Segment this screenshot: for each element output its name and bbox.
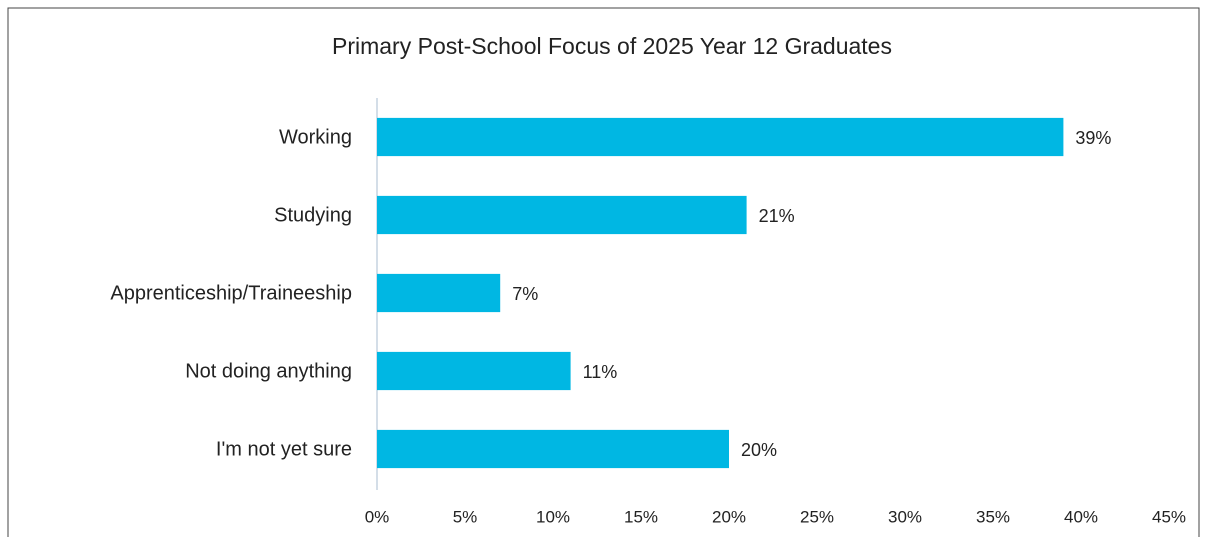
x-tick-label: 10% bbox=[536, 507, 570, 526]
x-tick-label: 35% bbox=[976, 507, 1010, 526]
chart-title: Primary Post-School Focus of 2025 Year 1… bbox=[332, 33, 892, 59]
x-tick-label: 15% bbox=[624, 507, 658, 526]
x-tick-label: 5% bbox=[453, 507, 478, 526]
value-label: 21% bbox=[759, 206, 795, 226]
y-tick-label: I'm not yet sure bbox=[216, 438, 352, 460]
y-tick-label: Apprenticeship/Traineeship bbox=[110, 282, 352, 304]
x-tick-label: 40% bbox=[1064, 507, 1098, 526]
x-tick-label: 20% bbox=[712, 507, 746, 526]
x-tick-label: 25% bbox=[800, 507, 834, 526]
value-label: 7% bbox=[512, 284, 538, 304]
bar bbox=[377, 273, 501, 313]
x-tick-label: 0% bbox=[365, 507, 390, 526]
bar bbox=[377, 351, 571, 391]
y-tick-label: Not doing anything bbox=[185, 360, 352, 382]
value-label: 20% bbox=[741, 440, 777, 460]
value-label: 39% bbox=[1075, 128, 1111, 148]
value-label: 11% bbox=[583, 362, 618, 382]
bar bbox=[377, 117, 1064, 157]
y-tick-label: Working bbox=[279, 126, 352, 148]
x-tick-label: 45% bbox=[1152, 507, 1186, 526]
bar bbox=[377, 429, 729, 469]
x-tick-label: 30% bbox=[888, 507, 922, 526]
y-tick-label: Studying bbox=[274, 204, 352, 226]
bar bbox=[377, 195, 747, 235]
